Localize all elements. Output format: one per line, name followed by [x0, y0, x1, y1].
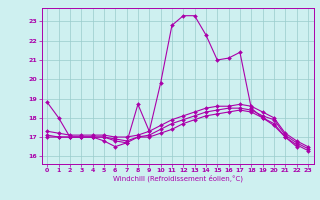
X-axis label: Windchill (Refroidissement éolien,°C): Windchill (Refroidissement éolien,°C)	[113, 175, 243, 182]
